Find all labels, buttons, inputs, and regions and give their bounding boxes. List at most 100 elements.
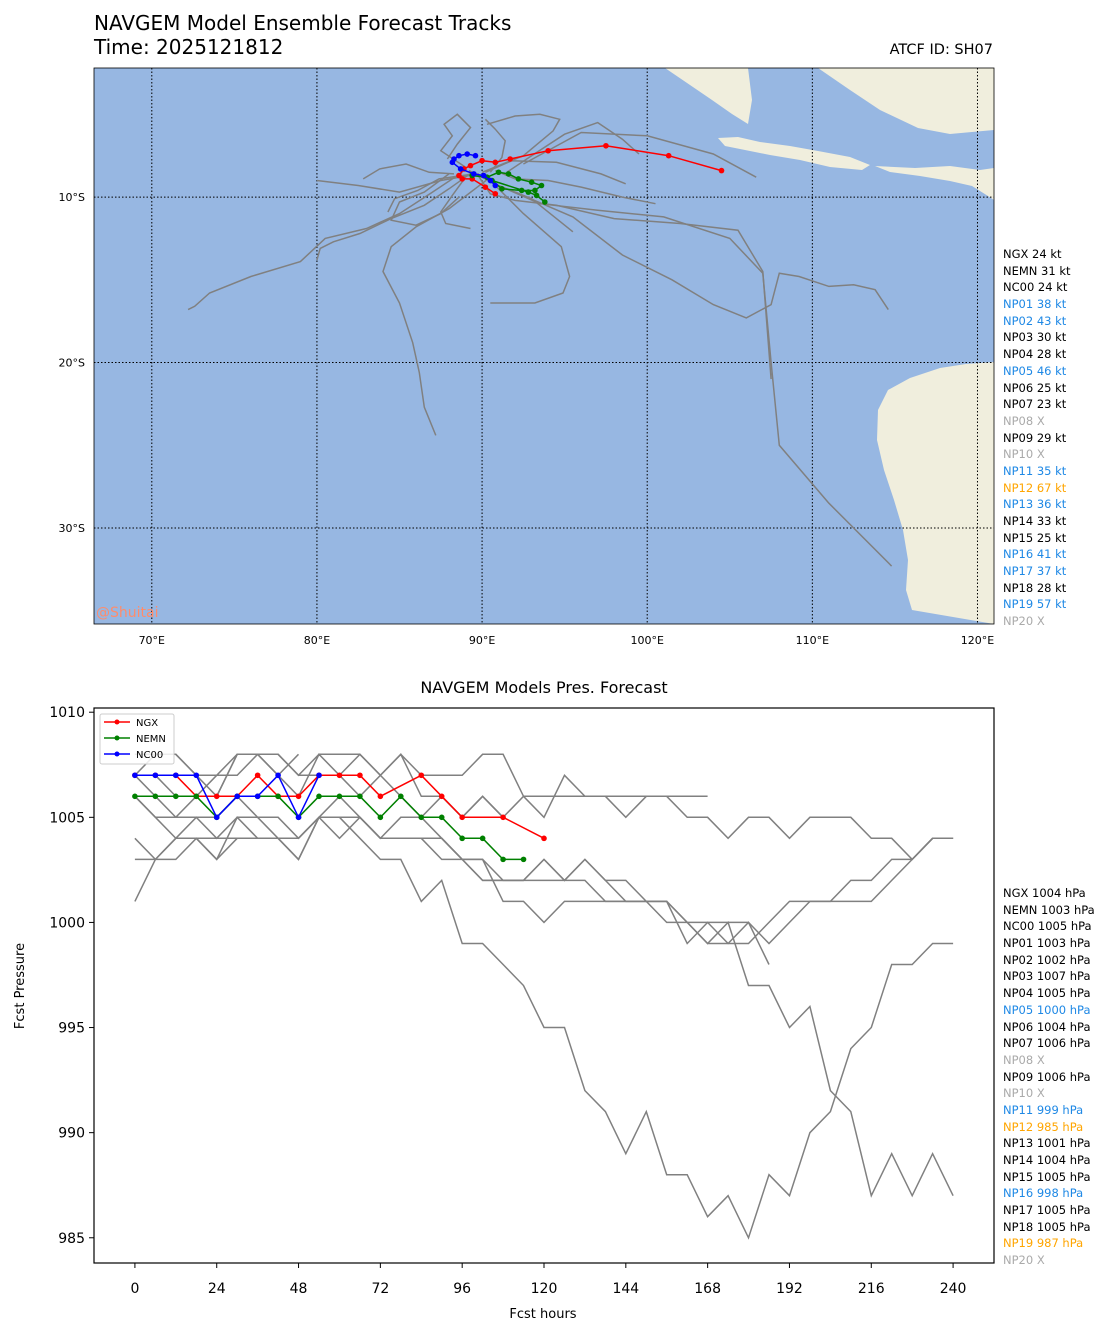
nemn-track-point (538, 182, 545, 189)
ngx-pressure-point (357, 772, 363, 779)
nc00-track-point (492, 182, 499, 189)
pressure-legend: NGX 1004 hPa NEMN 1003 hPa NC00 1005 hPa NP… (1003, 885, 1095, 1269)
intensity-legend-entry: NP13 36 kt (1003, 497, 1067, 512)
nemn-track-point (542, 199, 548, 205)
member-track (514, 191, 889, 319)
ngx-track-point (459, 176, 466, 182)
ngx-pressure-point (254, 772, 261, 779)
nemn-pressure-point (173, 793, 179, 800)
x-tick-label: 120 (531, 1281, 558, 1297)
map-frame (93, 67, 995, 625)
nemn-pressure-point (479, 835, 486, 842)
pressure-series (132, 753, 954, 1240)
pressure-frame (93, 707, 995, 1264)
ensemble-tracks (187, 113, 893, 567)
legend-marker-nemn (114, 735, 120, 741)
nemn-pressure-point (275, 793, 281, 800)
member-track (495, 169, 656, 205)
ngx-track-point (545, 147, 551, 154)
ngx-track-point (665, 152, 672, 159)
nemn-pressure-point (336, 793, 343, 800)
pressure-legend-entry: NP09 1006 hPa (1003, 1069, 1091, 1084)
x-tick-label: 72 (371, 1281, 389, 1297)
y-tick-label: 995 (58, 1021, 85, 1037)
time-label: Time: 2025121812 (93, 35, 283, 59)
land-lesser-sunda (875, 166, 994, 200)
pressure-legend-entry: NP10 X (1003, 1086, 1045, 1101)
y-tick-label: 990 (58, 1126, 85, 1142)
nc00-pressure-point (254, 793, 261, 800)
intensity-legend-entry: NP10 X (1003, 447, 1045, 462)
ngx-pressure-point (459, 814, 465, 821)
x-axis-label: Fcst hours (509, 1307, 576, 1322)
legend-marker-nc00 (114, 751, 120, 757)
member-track (187, 171, 463, 311)
map-x-tick-label: 110°E (796, 634, 829, 647)
nemn-track-point (525, 189, 532, 195)
pressure-legend-entry: NP17 1005 hPa (1003, 1203, 1091, 1218)
intensity-legend-entry: NP03 30 kt (1003, 330, 1067, 345)
ngx-pressure-point (336, 772, 343, 779)
ngx-pressure-point (377, 793, 384, 800)
ngx-pressure-point (418, 772, 425, 779)
intensity-legend-entry: NP06 25 kt (1003, 380, 1067, 395)
nemn-pressure-point (500, 856, 506, 863)
ngx-track-point (482, 184, 489, 190)
x-tick-label: 216 (858, 1281, 885, 1297)
pressure-legend-entry: NP08 X (1003, 1052, 1045, 1067)
ngx-track-point (479, 157, 485, 164)
nemn-pressure-line (134, 795, 524, 861)
x-tick-label: 96 (453, 1281, 471, 1297)
pressure-legend-entry: NP12 985 hPa (1003, 1119, 1084, 1134)
nemn-pressure-point (398, 793, 404, 800)
ngx-track-point (492, 159, 499, 166)
map-x-tick-label: 120°E (961, 634, 994, 647)
intensity-legend-entry: NP09 29 kt (1003, 430, 1067, 445)
member-track (362, 163, 455, 180)
ngx-pressure-point (213, 793, 220, 800)
ngx-track-point (492, 190, 499, 197)
nc00-track-point (480, 172, 487, 179)
intensity-legend-entry: NP12 67 kt (1003, 480, 1067, 495)
ngx-pressure-point (541, 835, 547, 842)
member-track (439, 176, 471, 230)
ngx-track-point (718, 167, 725, 174)
nemn-track-point (505, 171, 512, 177)
nc00-pressure-point (316, 772, 322, 779)
intensity-legend-entry: NP15 25 kt (1003, 530, 1067, 545)
intensity-legend-entry: NP20 X (1003, 614, 1045, 629)
land-australia (877, 362, 994, 624)
legend-label-nemn: NEMN (136, 734, 166, 745)
atcf-id: ATCF ID: SH07 (890, 42, 993, 58)
intensity-legend-entry: NEMN 31 kt (1003, 263, 1071, 278)
map-x-tick-label: 100°E (630, 634, 663, 647)
nemn-pressure-point (438, 814, 445, 821)
pressure-legend-entry: NP07 1006 hPa (1003, 1036, 1091, 1051)
map-gridlines (94, 68, 994, 624)
y-tick-label: 985 (58, 1231, 85, 1247)
pressure-legend-entry: NC00 1005 hPa (1003, 919, 1092, 934)
ngx-track-point (467, 162, 474, 169)
land-sumatra (665, 68, 752, 124)
member-track (387, 173, 474, 213)
ngx-pressure-point (295, 793, 302, 800)
member-track (316, 171, 473, 261)
legend-box (99, 713, 175, 765)
ngx-pressure-line (134, 774, 545, 839)
nemn-track-point (515, 176, 522, 182)
intensity-legend-entry: NP18 28 kt (1003, 580, 1067, 595)
member-pressure-line (134, 795, 954, 945)
nc00-track-point (471, 171, 477, 177)
intensity-legend-entry: NP11 35 kt (1003, 463, 1067, 478)
map-title: NAVGEM Model Ensemble Forecast Tracks (94, 11, 511, 35)
member-track (485, 159, 626, 185)
y-axis-label: Fcst Pressure (13, 943, 28, 1029)
intensity-legend-entry: NP17 37 kt (1003, 564, 1067, 579)
nc00-track-point (472, 152, 479, 159)
series-legend: NGX NEMN NC00 (99, 713, 175, 765)
y-tick-label: 1000 (49, 915, 85, 931)
pressure-legend-entry: NP05 1000 hPa (1003, 1002, 1091, 1017)
nemn-pressure-point (459, 835, 465, 842)
nemn-track-point (499, 185, 505, 192)
member-track (498, 184, 893, 567)
